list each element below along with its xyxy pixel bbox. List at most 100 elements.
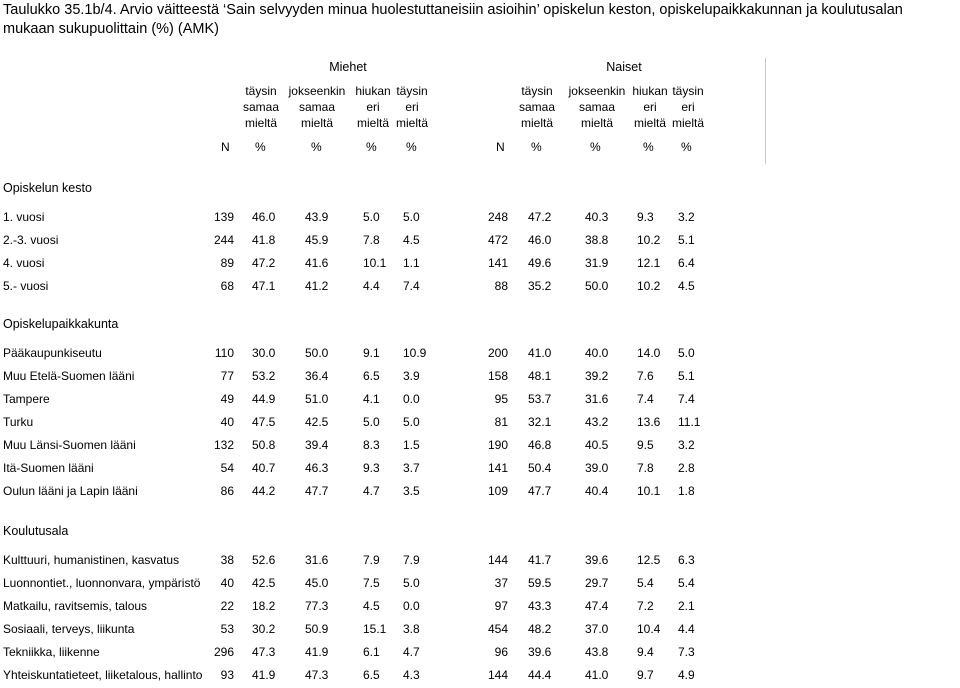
col-header-line: mieltä	[356, 116, 389, 130]
women-pct-cell: 50.4	[528, 461, 552, 475]
group-header-men: Miehet	[329, 60, 367, 74]
women-pct-cell: 7.2	[637, 599, 654, 613]
men-pct-cell: 3.9	[403, 369, 420, 383]
men-pct-cell: 47.7	[305, 484, 329, 498]
row-label: Sosiaali, terveys, liikunta	[3, 622, 135, 636]
women-pct-cell: 39.2	[585, 369, 609, 383]
women-pct-cell: 9.3	[637, 210, 654, 224]
women-pct-cell: 12.5	[637, 553, 661, 567]
women-pct-cell: 39.6	[585, 553, 609, 567]
women-pct-cell: 10.1	[637, 484, 661, 498]
col-header-line: täysin	[245, 84, 277, 98]
men-pct-cell: 41.8	[252, 233, 276, 247]
men-pct-cell: 10.1	[363, 256, 387, 270]
women-pct-cell: 9.7	[637, 668, 654, 682]
men-pct-cell: 4.3	[403, 668, 420, 682]
men-pct-cell: 50.0	[305, 346, 329, 360]
women-pct-cell: 3.2	[678, 210, 695, 224]
men-pct-cell: 0.0	[403, 392, 420, 406]
women-col-header-2: jokseenkin samaa mieltä	[557, 83, 637, 131]
women-pct-cell: 43.2	[585, 415, 609, 429]
men-n-cell: 53	[220, 622, 234, 636]
men-pct-cell: 50.8	[252, 438, 276, 452]
men-pct-cell: 18.2	[252, 599, 276, 613]
women-pct-cell: 47.7	[528, 484, 552, 498]
women-pct-cell: 48.2	[528, 622, 552, 636]
table-row: 1. vuosi 139 46.0 43.9 5.0 5.0 248 47.2 40.3 9.3 3…	[0, 209, 960, 225]
women-pct-cell: 49.6	[528, 256, 552, 270]
col-header-line: eri	[405, 100, 419, 114]
men-col-header-3: hiukan eri mieltä	[333, 83, 413, 131]
women-pct-cell: 53.7	[528, 392, 552, 406]
women-pct-cell: 4.5	[678, 279, 695, 293]
men-pct-cell: 50.9	[305, 622, 329, 636]
women-pct-cell: 6.4	[678, 256, 695, 270]
col-header-line: jokseenkin	[288, 84, 346, 98]
women-pct-cell: 14.0	[637, 346, 661, 360]
row-label: Itä-Suomen lääni	[3, 461, 94, 475]
women-pct-cell: 40.3	[585, 210, 609, 224]
women-n-symbol: N	[496, 140, 505, 154]
row-label: Tampere	[3, 392, 50, 406]
women-pct-cell: 3.2	[678, 438, 695, 452]
row-label: 4. vuosi	[3, 256, 45, 270]
men-pct-cell: 43.9	[305, 210, 329, 224]
section-title: Koulutusala	[3, 524, 69, 538]
women-col-header-1: täysin samaa mieltä	[497, 83, 577, 131]
women-pct-cell: 5.0	[678, 346, 695, 360]
men-pct-cell: 5.0	[363, 210, 380, 224]
women-pct-cell: 40.4	[585, 484, 609, 498]
women-pct-cell: 41.7	[528, 553, 552, 567]
men-n-cell: 296	[213, 645, 234, 659]
row-label: 5.- vuosi	[3, 279, 49, 293]
table-row: Muu Etelä-Suomen lääni 77 53.2 36.4 6.5 3.9 15…	[0, 368, 960, 384]
women-pct-cell: 5.4	[678, 576, 695, 590]
women-pct-cell: 50.0	[585, 279, 609, 293]
men-pct-symbol-1: %	[255, 140, 266, 154]
table-row: Turku 40 47.5 42.5 5.0 5.0 81 32.1 43.2 13.6 11.1	[0, 414, 960, 430]
men-pct-cell: 7.5	[363, 576, 380, 590]
men-pct-cell: 4.5	[403, 233, 420, 247]
women-pct-symbol-4: %	[681, 140, 692, 154]
men-pct-cell: 10.9	[403, 346, 427, 360]
women-pct-symbol-2: %	[590, 140, 601, 154]
men-col-header-4: täysin eri mieltä	[372, 83, 452, 131]
men-n-cell: 244	[213, 233, 234, 247]
table-row: 4. vuosi 89 47.2 41.6 10.1 1.1 141 49.6 31.9 12.1…	[0, 255, 960, 271]
women-n-cell: 472	[487, 233, 508, 247]
men-pct-cell: 4.7	[403, 645, 420, 659]
col-header-line: eri	[366, 100, 380, 114]
men-pct-symbol-3: %	[366, 140, 377, 154]
men-pct-cell: 47.3	[252, 645, 276, 659]
section-title: Opiskelun kesto	[3, 181, 92, 195]
col-header-line: mieltä	[244, 116, 277, 130]
men-pct-cell: 51.0	[305, 392, 329, 406]
table-row: 2.-3. vuosi 244 41.8 45.9 7.8 4.5 472 46.0 38.8 1…	[0, 232, 960, 248]
col-header-line: mieltä	[520, 116, 553, 130]
women-pct-cell: 47.2	[528, 210, 552, 224]
men-pct-cell: 6.5	[363, 668, 380, 682]
men-n-cell: 49	[220, 392, 234, 406]
row-label: Turku	[3, 415, 34, 429]
section-title: Opiskelupaikkakunta	[3, 317, 119, 331]
women-pct-cell: 5.1	[678, 369, 695, 383]
women-pct-cell: 44.4	[528, 668, 552, 682]
col-header-line: mieltä	[633, 116, 666, 130]
women-pct-cell: 48.1	[528, 369, 552, 383]
col-header-line: hiukan	[355, 84, 391, 98]
women-pct-cell: 10.2	[637, 233, 661, 247]
women-pct-cell: 2.1	[678, 599, 695, 613]
women-pct-cell: 7.8	[637, 461, 654, 475]
men-pct-cell: 30.0	[252, 346, 276, 360]
row-label: Yhteiskuntatieteet, liiketalous, hallint…	[3, 668, 203, 682]
men-pct-cell: 36.4	[305, 369, 329, 383]
men-pct-cell: 31.6	[305, 553, 329, 567]
col-header-line: täysin	[521, 84, 553, 98]
men-pct-cell: 42.5	[305, 415, 329, 429]
women-pct-cell: 1.8	[678, 484, 695, 498]
table-row: Pääkaupunkiseutu 110 30.0 50.0 9.1 10.9 200 41.…	[0, 345, 960, 361]
men-pct-cell: 41.9	[305, 645, 329, 659]
col-header-line: samaa	[518, 100, 556, 114]
men-pct-cell: 4.7	[363, 484, 380, 498]
women-pct-cell: 41.0	[585, 668, 609, 682]
